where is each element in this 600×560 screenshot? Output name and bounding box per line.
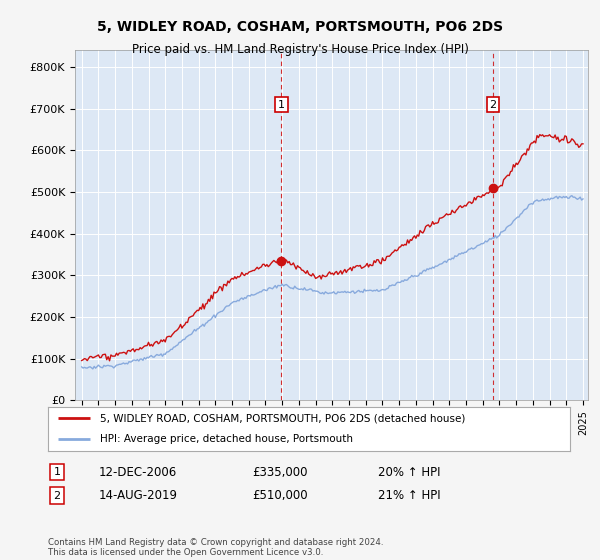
Text: 12-DEC-2006: 12-DEC-2006 <box>99 465 177 479</box>
Text: £510,000: £510,000 <box>252 489 308 502</box>
Text: 20% ↑ HPI: 20% ↑ HPI <box>378 465 440 479</box>
Text: 2: 2 <box>490 100 497 110</box>
Text: 5, WIDLEY ROAD, COSHAM, PORTSMOUTH, PO6 2DS: 5, WIDLEY ROAD, COSHAM, PORTSMOUTH, PO6 … <box>97 20 503 34</box>
Text: 14-AUG-2019: 14-AUG-2019 <box>99 489 178 502</box>
Text: 21% ↑ HPI: 21% ↑ HPI <box>378 489 440 502</box>
Text: 2: 2 <box>53 491 61 501</box>
Text: 1: 1 <box>53 467 61 477</box>
Text: 5, WIDLEY ROAD, COSHAM, PORTSMOUTH, PO6 2DS (detached house): 5, WIDLEY ROAD, COSHAM, PORTSMOUTH, PO6 … <box>100 413 466 423</box>
Text: Price paid vs. HM Land Registry's House Price Index (HPI): Price paid vs. HM Land Registry's House … <box>131 43 469 56</box>
Text: 1: 1 <box>278 100 285 110</box>
Text: Contains HM Land Registry data © Crown copyright and database right 2024.
This d: Contains HM Land Registry data © Crown c… <box>48 538 383 557</box>
Text: HPI: Average price, detached house, Portsmouth: HPI: Average price, detached house, Port… <box>100 435 353 445</box>
Text: £335,000: £335,000 <box>252 465 308 479</box>
